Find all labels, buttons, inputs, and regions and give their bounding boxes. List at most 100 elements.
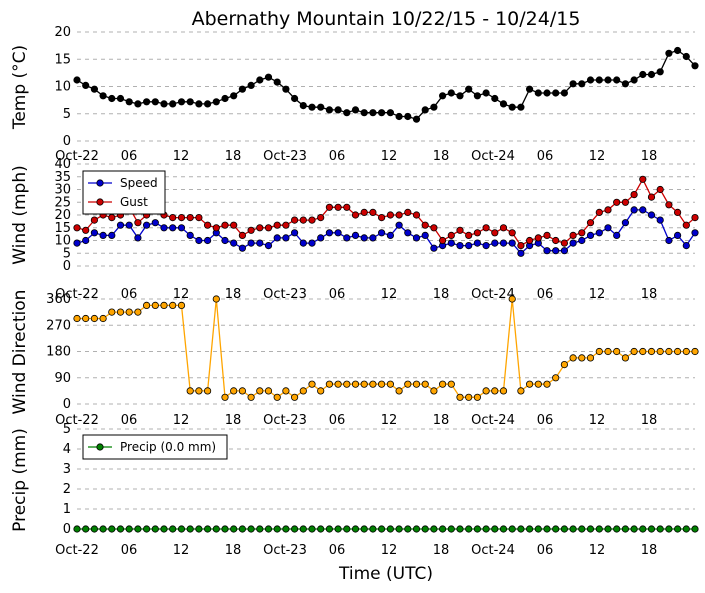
- x-tick-label: 18: [433, 149, 450, 164]
- data-point: [404, 525, 412, 533]
- data-point: [212, 224, 220, 232]
- data-point: [682, 221, 690, 229]
- x-tick-label: Oct-24: [471, 543, 515, 558]
- data-point: [369, 380, 377, 388]
- y-tick-label: 180: [46, 345, 71, 360]
- data-point: [195, 525, 203, 533]
- data-point: [560, 89, 569, 97]
- y-tick-label: 20: [54, 208, 71, 223]
- data-point: [143, 221, 151, 229]
- legend-box: [82, 170, 166, 215]
- data-point: [317, 214, 325, 222]
- data-point: [308, 239, 316, 247]
- data-point: [421, 221, 429, 229]
- data-point: [621, 525, 630, 533]
- data-point: [430, 525, 438, 533]
- data-point: [691, 525, 699, 533]
- data-point: [438, 525, 447, 533]
- data-point: [639, 347, 647, 356]
- data-point: [264, 525, 273, 533]
- panel-2: 0 90 180 270 360 Wind Direction Oct-22 06 12 18 Oc…: [10, 290, 699, 428]
- data-point: [116, 94, 125, 103]
- data-point: [630, 347, 638, 356]
- y-axis-title: Wind (mph): [10, 165, 30, 265]
- x-tick-label: 12: [173, 543, 190, 558]
- data-point: [134, 525, 142, 533]
- data-point: [99, 231, 107, 239]
- data-point: [151, 301, 159, 309]
- y-tick-label: 25: [54, 195, 71, 210]
- x-tick-label: 06: [121, 287, 138, 302]
- data-point: [543, 525, 551, 533]
- x-tick-label: 12: [589, 543, 606, 558]
- data-point: [456, 92, 464, 100]
- data-point: [682, 52, 690, 61]
- x-tick-label: 06: [537, 543, 554, 558]
- data-point: [264, 73, 273, 81]
- data-point: [456, 525, 464, 533]
- data-point: [73, 239, 81, 247]
- data-point: [586, 219, 595, 227]
- data-point: [125, 221, 133, 229]
- data-point: [491, 94, 499, 103]
- data-point: [404, 229, 412, 237]
- data-point: [177, 98, 186, 106]
- data-point: [465, 85, 473, 93]
- x-tick-label: Oct-23: [263, 413, 307, 428]
- data-point: [125, 308, 133, 316]
- data-point: [656, 185, 664, 194]
- data-point: [517, 525, 525, 533]
- data-point: [665, 201, 673, 209]
- data-point: [682, 347, 690, 356]
- data-point: [613, 525, 621, 533]
- data-point: [386, 211, 394, 219]
- data-point: [247, 226, 255, 234]
- data-point: [447, 89, 455, 97]
- data-point: [621, 198, 630, 206]
- y-tick-label: 15: [54, 52, 71, 67]
- y-tick-label: 35: [54, 170, 71, 185]
- data-point: [195, 387, 203, 395]
- data-point: [386, 380, 394, 388]
- data-point: [499, 224, 508, 232]
- data-point: [273, 221, 281, 229]
- data-point: [499, 239, 508, 247]
- data-point: [99, 92, 107, 100]
- data-point: [508, 295, 516, 303]
- data-point: [421, 106, 429, 114]
- data-point: [465, 525, 473, 533]
- data-point: [90, 229, 99, 237]
- data-point: [482, 89, 490, 97]
- y-axis-title: Temp (°C): [10, 45, 30, 130]
- data-point: [604, 525, 612, 533]
- data-point: [82, 314, 90, 323]
- data-point: [560, 239, 569, 247]
- y-tick-label: 90: [54, 371, 71, 386]
- x-tick-label: 18: [641, 149, 658, 164]
- legend-label: Speed: [120, 176, 158, 190]
- data-point: [247, 239, 255, 247]
- data-point: [578, 525, 586, 533]
- data-point: [230, 525, 238, 533]
- data-point: [430, 224, 438, 232]
- data-point: [656, 525, 664, 533]
- data-point: [578, 229, 586, 237]
- data-point: [308, 525, 316, 533]
- y-tick-label: 20: [54, 25, 71, 40]
- y-tick-label: 5: [63, 422, 71, 437]
- data-point: [343, 203, 351, 211]
- data-point: [325, 380, 333, 388]
- data-point: [90, 314, 99, 323]
- data-point: [517, 242, 525, 250]
- data-point: [221, 221, 229, 229]
- data-point: [308, 380, 316, 388]
- data-point: [256, 76, 264, 84]
- data-point: [473, 239, 481, 247]
- x-tick-label: 12: [173, 149, 190, 164]
- data-point: [552, 236, 560, 245]
- data-point: [630, 525, 638, 533]
- x-tick-label: Oct-22: [55, 287, 99, 302]
- data-point: [273, 525, 281, 533]
- data-point: [334, 106, 342, 114]
